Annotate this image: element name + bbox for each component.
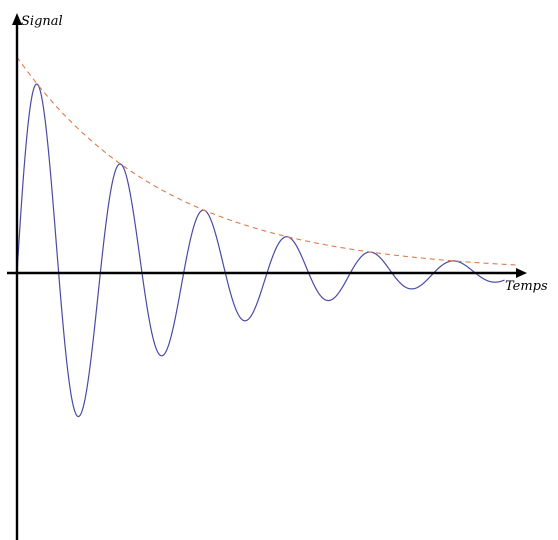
envelope-line (16, 56, 518, 266)
y-axis-arrowhead (12, 13, 22, 25)
y-axis-label: Signal (21, 14, 63, 29)
x-axis-arrowhead (516, 268, 527, 278)
signal-line (16, 83, 505, 418)
series-layer (16, 56, 518, 418)
x-axis-label: Temps (505, 279, 548, 294)
